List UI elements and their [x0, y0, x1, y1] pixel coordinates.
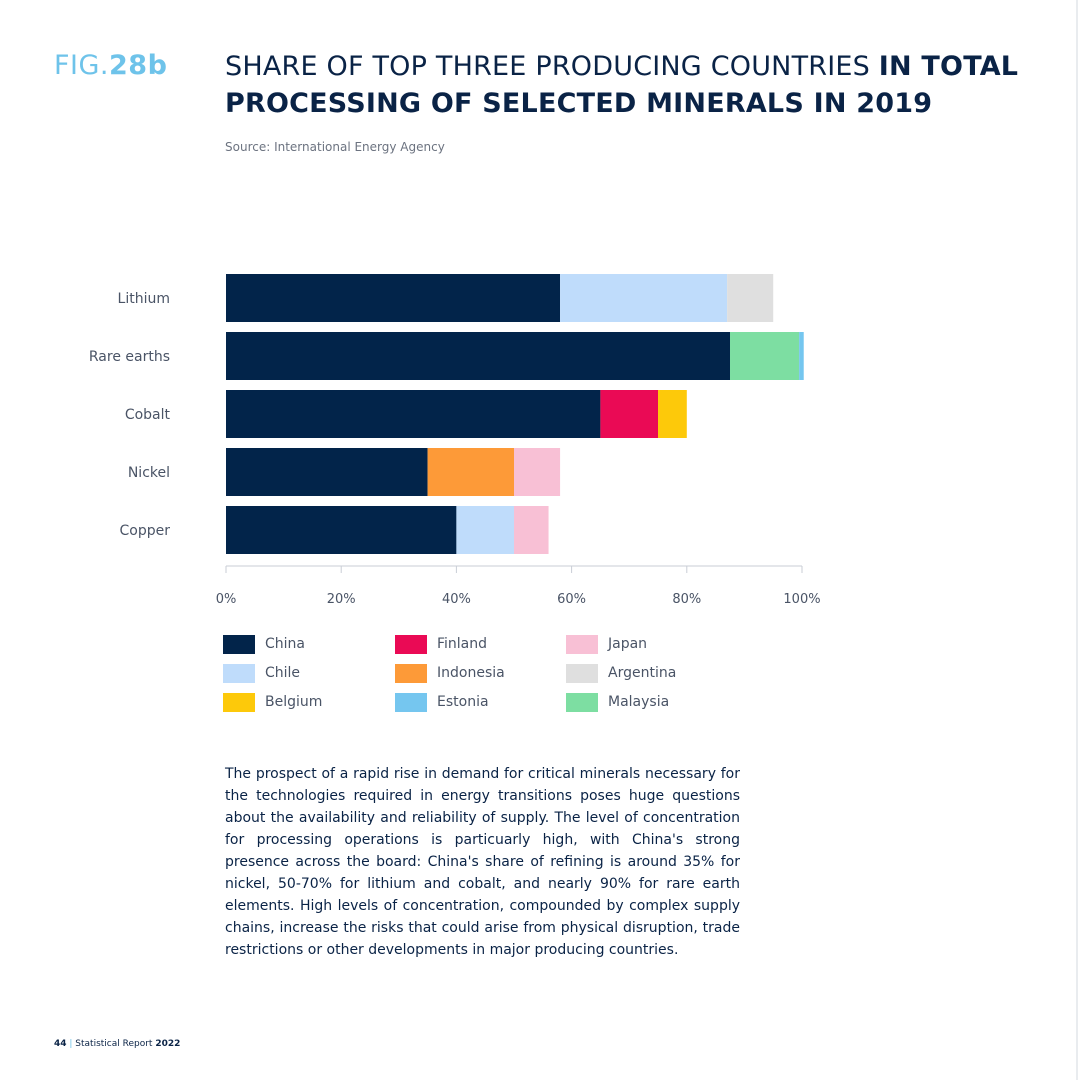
bar-nickel-china [226, 448, 428, 496]
legend-swatch [566, 634, 598, 654]
legend-swatch [566, 663, 598, 683]
figure-label: FIG.28b [54, 50, 167, 81]
x-tick-label-1: 20% [327, 592, 356, 607]
bar-cobalt-belgium [658, 390, 687, 438]
stacked-bar-chart: Lithium Rare earths Cobalt Nickel Copper 0% 20… [89, 274, 821, 607]
legend-swatch [223, 692, 255, 712]
legend-item-belgium: Belgium [223, 692, 322, 712]
x-tick-label-2: 40% [442, 592, 471, 607]
figure-prefix: FIG. [54, 50, 109, 81]
legend-swatch [223, 634, 255, 654]
legend-label: Malaysia [608, 694, 670, 710]
chart-source: Source: International Energy Agency [225, 140, 445, 154]
figure-number: 28b [109, 50, 168, 81]
legend-label: Indonesia [437, 665, 505, 681]
x-tick-label-4: 80% [672, 592, 701, 607]
legend-item-indonesia: Indonesia [395, 663, 505, 683]
footer-separator: | [66, 1039, 76, 1049]
bar-copper-japan [514, 506, 549, 554]
footer-report-year: 2022 [155, 1039, 181, 1049]
category-label-copper: Copper [120, 523, 171, 539]
x-tick-label-5: 100% [783, 592, 820, 607]
category-label-lithium: Lithium [118, 291, 170, 307]
legend-item-argentina: Argentina [566, 663, 676, 683]
x-tick-label-0: 0% [216, 592, 237, 607]
legend-swatch [395, 634, 427, 654]
footer-page-number: 44 [54, 1039, 67, 1049]
bar-cobalt-finland [600, 390, 658, 438]
legend-item-china: China [223, 634, 305, 654]
category-label-rare-earths: Rare earths [89, 349, 170, 365]
body-paragraph: The prospect of a rapid rise in demand f… [225, 766, 740, 958]
footer-report-name: Statistical Report [75, 1039, 156, 1049]
legend-label: China [265, 636, 305, 652]
legend-swatch [395, 663, 427, 683]
legend-swatch [223, 663, 255, 683]
bar-lithium-chile [560, 274, 728, 322]
chart-legend: China Chile Belgium Finland Indonesia Estonia… [223, 634, 743, 724]
bar-cobalt-china [226, 390, 601, 438]
legend-label: Finland [437, 636, 488, 652]
bar-lithium-china [226, 274, 561, 322]
legend-swatch [566, 692, 598, 712]
page-edge-line [1076, 0, 1078, 1080]
legend-item-japan: Japan [566, 634, 647, 654]
legend-swatch [395, 692, 427, 712]
bar-rare-earths-china [226, 332, 730, 380]
chart-title: SHARE OF TOP THREE PRODUCING COUNTRIES I… [225, 48, 1025, 122]
legend-item-chile: Chile [223, 663, 300, 683]
legend-label: Estonia [437, 694, 489, 710]
bar-nickel-indonesia [427, 448, 514, 496]
legend-label: Chile [265, 665, 301, 681]
category-label-nickel: Nickel [128, 465, 170, 481]
legend-item-malaysia: Malaysia [566, 692, 669, 712]
legend-label: Japan [608, 636, 648, 652]
chart-area: Lithium Rare earths Cobalt Nickel Copper 0% 20… [0, 250, 1080, 630]
bar-lithium-argentina [727, 274, 774, 322]
legend-item-estonia: Estonia [395, 692, 489, 712]
bar-rare-earths-malaysia [730, 332, 800, 380]
chart-title-bold: IN TOTAL PROCESSING OF SELECTED MINERALS… [225, 51, 1019, 119]
chart-title-regular: SHARE OF TOP THREE PRODUCING COUNTRIES [225, 51, 879, 82]
bar-copper-china [226, 506, 457, 554]
legend-label: Argentina [608, 665, 677, 681]
legend-label: Belgium [265, 694, 323, 710]
page-footer: 44 | Statistical Report 2022 [54, 1039, 180, 1049]
bar-copper-chile [456, 506, 514, 554]
legend-item-finland: Finland [395, 634, 487, 654]
bar-nickel-japan [514, 448, 561, 496]
x-tick-label-3: 60% [557, 592, 586, 607]
bar-rare-earths-estonia [799, 332, 804, 380]
category-label-cobalt: Cobalt [125, 407, 171, 423]
